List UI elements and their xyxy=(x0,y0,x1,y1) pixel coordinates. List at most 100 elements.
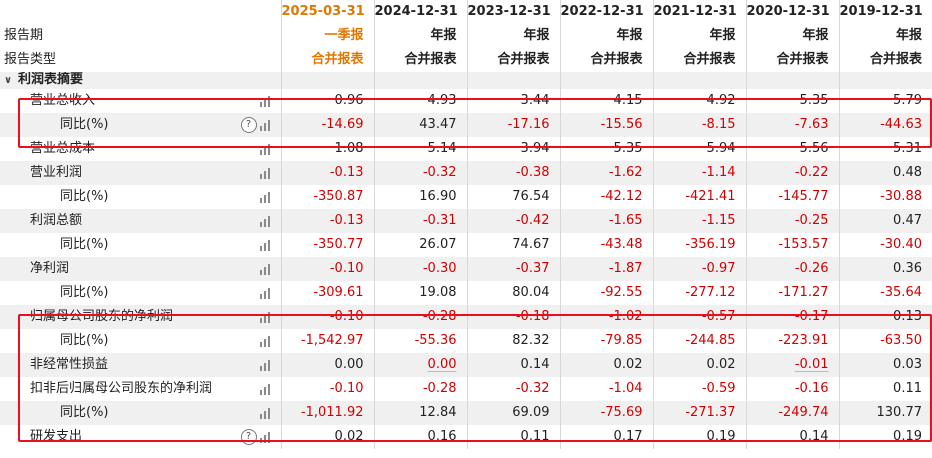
value-cell: -14.69 xyxy=(280,113,374,137)
value-cell: -145.77 xyxy=(745,185,839,209)
section-row[interactable]: ∨ 利润表摘要 xyxy=(0,72,932,89)
row-label-cell: 营业总收入 xyxy=(0,89,281,113)
row-label: 同比(%) xyxy=(60,117,109,132)
section-header[interactable]: ∨ 利润表摘要 xyxy=(0,72,281,89)
value-cell: 0.14 xyxy=(745,425,839,449)
value-cell: 0.96 xyxy=(280,89,374,113)
value-cell: 3.44 xyxy=(466,89,560,113)
value-cell: -0.38 xyxy=(466,161,560,185)
value-cell: -0.10 xyxy=(280,377,374,401)
value-cell: 5.79 xyxy=(838,89,932,113)
row-label-cell: 同比(%)? xyxy=(0,113,281,137)
value-cell: 0.00 xyxy=(373,353,467,377)
bar-chart-icon[interactable] xyxy=(259,95,271,107)
table-row[interactable]: 扣非后归属母公司股东的净利润 -0.10 -0.28 -0.32 -1.04 -0.59-… xyxy=(0,377,932,401)
bar-chart-icon[interactable] xyxy=(259,311,271,323)
row-label-cell: 扣非后归属母公司股东的净利润 xyxy=(0,377,281,401)
value-cell: -43.48 xyxy=(559,233,653,257)
bar-chart-icon[interactable] xyxy=(259,263,271,275)
value-cell: -8.15 xyxy=(652,113,746,137)
value-cell: -17.16 xyxy=(466,113,560,137)
period-label: 报告期 xyxy=(4,28,44,43)
help-circle-icon[interactable]: ? xyxy=(240,429,257,445)
type-col-4: 合并报表 xyxy=(652,48,746,72)
row-label: 同比(%) xyxy=(60,189,109,204)
value-cell: -30.40 xyxy=(838,233,932,257)
value-cell: 0.02 xyxy=(652,353,746,377)
chevron-down-icon[interactable]: ∨ xyxy=(4,75,13,86)
value-cell: 0.19 xyxy=(838,425,932,449)
value-cell: -75.69 xyxy=(559,401,653,425)
type-col-5: 合并报表 xyxy=(745,48,839,72)
value-cell: 19.08 xyxy=(373,281,467,305)
table-row[interactable]: 净利润 -0.10 -0.30 -0.37 -1.87 -0.97 -0.26 0.36 xyxy=(0,257,932,281)
type-col-3: 合并报表 xyxy=(559,48,653,72)
row-label: 营业总成本 xyxy=(30,141,96,156)
help-circle-icon[interactable]: ? xyxy=(240,117,257,133)
date-col-4[interactable]: 2021-12-31 xyxy=(652,0,746,24)
row-label: 研发支出 xyxy=(30,429,83,444)
date-header-row: 2025-03-31 2024-12-31 2023-12-31 2022-12… xyxy=(0,0,932,24)
value-cell: -350.77 xyxy=(280,233,374,257)
table-row[interactable]: 同比(%) -1,011.92 12.84 69.09 -75.69 -271.37 -24… xyxy=(0,401,932,425)
value-cell: 16.90 xyxy=(373,185,467,209)
value-cell: 5.31 xyxy=(838,137,932,161)
table-row[interactable]: 同比(%) -350.87 16.90 76.54 -42.12 -421.41 -145.… xyxy=(0,185,932,209)
type-col-1: 合并报表 xyxy=(373,48,467,72)
value-cell: 12.84 xyxy=(373,401,467,425)
row-label: 归属母公司股东的净利润 xyxy=(30,309,174,324)
report-type-row: 报告类型 合并报表 合并报表 合并报表 合并报表 合并报表 合并报表 合并报表 xyxy=(0,48,932,72)
date-col-5[interactable]: 2020-12-31 xyxy=(745,0,839,24)
bar-chart-icon[interactable] xyxy=(259,287,271,299)
date-col-3[interactable]: 2022-12-31 xyxy=(559,0,653,24)
value-cell: -0.31 xyxy=(373,209,467,233)
value-cell: 74.67 xyxy=(466,233,560,257)
table-row[interactable]: 同比(%)? -14.69 43.47 -17.16 -15.56 -8.15 -7.63-… xyxy=(0,113,932,137)
value-cell: -1.02 xyxy=(559,305,653,329)
value-cell: 0.36 xyxy=(838,257,932,281)
value-cell: -249.74 xyxy=(745,401,839,425)
value-cell-text: 0.00 xyxy=(427,357,457,372)
row-label-cell: 研发支出? xyxy=(0,425,281,449)
period-col-3: 年报 xyxy=(559,24,653,48)
bar-chart-icon[interactable] xyxy=(259,431,271,443)
bar-chart-icon[interactable] xyxy=(259,407,271,419)
table-row[interactable]: 归属母公司股东的净利润 -0.10 -0.28 -0.18 -1.02 -0.57 -0.1… xyxy=(0,305,932,329)
table-row[interactable]: 同比(%) -1,542.97 -55.36 82.32 -79.85 -244.85 -2… xyxy=(0,329,932,353)
row-label-cell: 同比(%) xyxy=(0,233,281,257)
table-row[interactable]: 营业利润 -0.13 -0.32 -0.38 -1.62 -1.14 -0.22 0.48 xyxy=(0,161,932,185)
table-row[interactable]: 营业总收入 0.96 4.93 3.44 4.15 4.92 5.35 5.79 xyxy=(0,89,932,113)
row-label-cell: 营业利润 xyxy=(0,161,281,185)
bar-chart-icon[interactable] xyxy=(259,239,271,251)
value-cell: -309.61 xyxy=(280,281,374,305)
bar-chart-icon[interactable] xyxy=(259,191,271,203)
bar-chart-icon[interactable] xyxy=(259,143,271,155)
value-cell: -63.50 xyxy=(838,329,932,353)
value-cell: 130.77 xyxy=(838,401,932,425)
period-row: 报告期 一季报 年报 年报 年报 年报 年报 年报 xyxy=(0,24,932,48)
type-col-0: 合并报表 xyxy=(280,48,374,72)
value-cell: -55.36 xyxy=(373,329,467,353)
table-row[interactable]: 同比(%) -309.61 19.08 80.04 -92.55 -277.12 -171.… xyxy=(0,281,932,305)
value-cell: -277.12 xyxy=(652,281,746,305)
bar-chart-icon[interactable] xyxy=(259,167,271,179)
bar-chart-icon[interactable] xyxy=(259,383,271,395)
date-col-0[interactable]: 2025-03-31 xyxy=(280,0,374,24)
date-col-6[interactable]: 2019-12-31 xyxy=(838,0,932,24)
value-cell: 3.94 xyxy=(466,137,560,161)
value-cell: 0.17 xyxy=(559,425,653,449)
bar-chart-icon[interactable] xyxy=(259,119,271,131)
table-row[interactable]: 同比(%) -350.77 26.07 74.67 -43.48 -356.19 -153.… xyxy=(0,233,932,257)
bar-chart-icon[interactable] xyxy=(259,359,271,371)
table-row[interactable]: 利润总额 -0.13 -0.31 -0.42 -1.65 -1.15 -0.25 0.47 xyxy=(0,209,932,233)
bar-chart-icon[interactable] xyxy=(259,215,271,227)
value-cell: -0.32 xyxy=(466,377,560,401)
date-col-2[interactable]: 2023-12-31 xyxy=(466,0,560,24)
value-cell: -1.87 xyxy=(559,257,653,281)
bar-chart-icon[interactable] xyxy=(259,335,271,347)
table-row[interactable]: 营业总成本 1.08 5.14 3.94 5.35 5.94 5.56 5.31 xyxy=(0,137,932,161)
date-col-1[interactable]: 2024-12-31 xyxy=(373,0,467,24)
table-row[interactable]: 非经常性损益 0.00 0.00 0.14 0.02 0.02 -0.01 0.03 xyxy=(0,353,932,377)
table-row[interactable]: 研发支出? 0.02 0.16 0.11 0.17 0.19 0.14 0.19 xyxy=(0,425,932,449)
row-label-cell: 同比(%) xyxy=(0,185,281,209)
